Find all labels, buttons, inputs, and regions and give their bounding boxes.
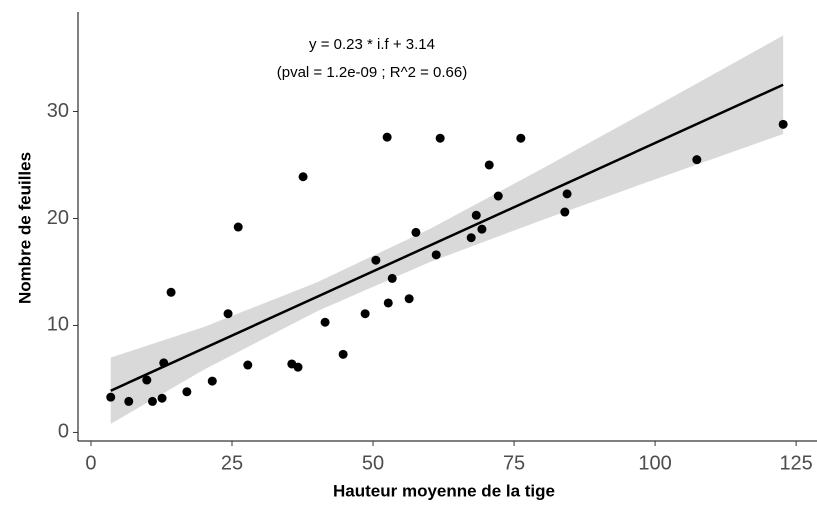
point (207, 376, 217, 386)
point (147, 396, 157, 406)
y-axis-title: Nombre de feuilles (15, 152, 34, 304)
point (243, 360, 253, 370)
y-tick-label: 30 (47, 100, 69, 122)
point (106, 392, 116, 402)
confidence-band (110, 35, 784, 424)
point (159, 358, 169, 368)
point (293, 362, 303, 372)
point (484, 160, 494, 170)
x-tick-label: 100 (638, 452, 671, 474)
point (411, 227, 421, 237)
annotation: y = 0.23 * i.f + 3.14 (309, 36, 435, 53)
point (387, 273, 397, 283)
point (435, 133, 445, 143)
point (166, 287, 176, 297)
x-tick-label: 25 (221, 452, 243, 474)
point (371, 255, 381, 265)
point (562, 189, 572, 199)
x-tick-label: 0 (85, 452, 96, 474)
point (471, 210, 481, 220)
y-tick-label: 20 (47, 207, 69, 229)
point (182, 387, 192, 397)
point (338, 349, 348, 359)
point (466, 233, 476, 243)
point (298, 172, 308, 182)
point (382, 132, 392, 142)
point (320, 317, 330, 327)
point (778, 119, 788, 129)
point (560, 207, 570, 217)
point (404, 294, 414, 304)
point (233, 222, 243, 232)
point (157, 393, 167, 403)
point (431, 250, 441, 260)
x-tick-label: 75 (503, 452, 525, 474)
point (142, 375, 152, 385)
annotation: (pval = 1.2e-09 ; R^2 = 0.66) (277, 64, 467, 81)
point (516, 133, 526, 143)
point (360, 309, 370, 319)
y-tick-label: 0 (58, 421, 69, 443)
point (493, 191, 503, 201)
point (477, 224, 487, 234)
x-tick-label: 50 (362, 452, 384, 474)
y-tick-label: 10 (47, 314, 69, 336)
point (383, 298, 393, 308)
fit-line (110, 83, 784, 392)
point (124, 396, 134, 406)
point (223, 309, 233, 319)
x-axis-title: Hauteur moyenne de la tige (333, 481, 555, 500)
x-tick-label: 125 (779, 452, 812, 474)
point (692, 155, 702, 165)
